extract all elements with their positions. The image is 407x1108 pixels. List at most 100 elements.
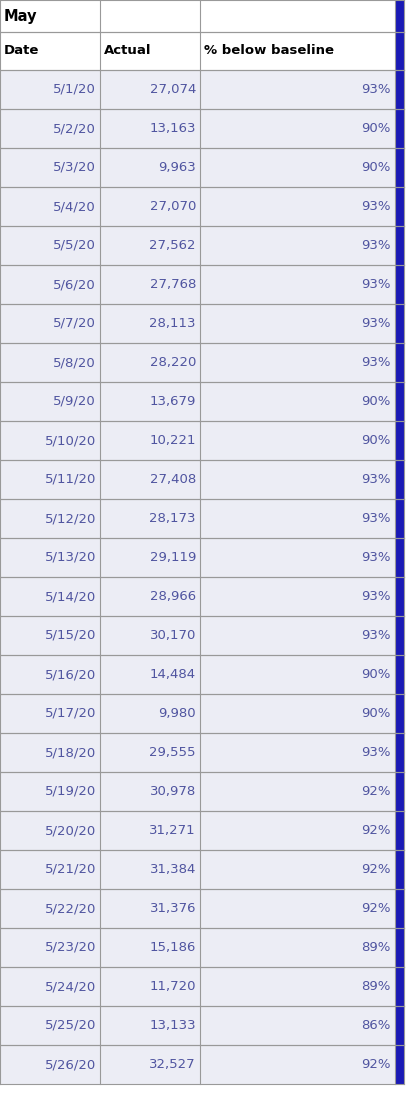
- Bar: [395, 187, 404, 226]
- Text: 27,070: 27,070: [150, 201, 196, 213]
- Bar: [395, 421, 404, 460]
- Bar: [395, 460, 404, 499]
- Text: 27,408: 27,408: [150, 473, 196, 486]
- Bar: [0, 70, 395, 109]
- Text: 93%: 93%: [361, 746, 391, 759]
- Text: 27,768: 27,768: [150, 278, 196, 291]
- Bar: [0, 733, 395, 772]
- Bar: [395, 148, 404, 187]
- Text: 90%: 90%: [362, 434, 391, 447]
- Text: 93%: 93%: [361, 356, 391, 369]
- Bar: [0, 538, 395, 577]
- Text: 28,220: 28,220: [150, 356, 196, 369]
- Bar: [395, 265, 404, 304]
- Text: 93%: 93%: [361, 629, 391, 642]
- Text: 93%: 93%: [361, 239, 391, 252]
- Bar: [0, 850, 395, 889]
- Text: 5/26/20: 5/26/20: [45, 1058, 96, 1071]
- Bar: [0, 187, 395, 226]
- Text: 93%: 93%: [361, 317, 391, 330]
- Text: 92%: 92%: [361, 863, 391, 876]
- Bar: [0, 382, 395, 421]
- Bar: [0, 1045, 395, 1084]
- Text: 93%: 93%: [361, 551, 391, 564]
- Text: 5/25/20: 5/25/20: [45, 1019, 96, 1032]
- Bar: [395, 694, 404, 733]
- Text: 93%: 93%: [361, 512, 391, 525]
- Bar: [0, 148, 395, 187]
- Bar: [0, 889, 395, 929]
- Text: 15,186: 15,186: [150, 941, 196, 954]
- Bar: [395, 889, 404, 929]
- Text: May: May: [4, 9, 37, 23]
- Bar: [0, 32, 395, 70]
- Text: 28,966: 28,966: [150, 589, 196, 603]
- Text: 93%: 93%: [361, 83, 391, 96]
- Bar: [0, 421, 395, 460]
- Bar: [0, 304, 395, 343]
- Text: 89%: 89%: [362, 941, 391, 954]
- Text: 5/9/20: 5/9/20: [53, 394, 96, 408]
- Text: 30,978: 30,978: [150, 784, 196, 798]
- Bar: [0, 226, 395, 265]
- Bar: [0, 109, 395, 148]
- Text: 27,074: 27,074: [150, 83, 196, 96]
- Text: 5/17/20: 5/17/20: [45, 707, 96, 720]
- Text: 90%: 90%: [362, 394, 391, 408]
- Bar: [395, 343, 404, 382]
- Text: 5/5/20: 5/5/20: [53, 239, 96, 252]
- Text: 90%: 90%: [362, 122, 391, 135]
- Text: 28,113: 28,113: [149, 317, 196, 330]
- Bar: [395, 1006, 404, 1045]
- Text: 5/4/20: 5/4/20: [53, 201, 96, 213]
- Bar: [0, 0, 395, 32]
- Bar: [395, 1045, 404, 1084]
- Bar: [0, 811, 395, 850]
- Text: 31,376: 31,376: [149, 902, 196, 915]
- Bar: [395, 772, 404, 811]
- Text: 13,133: 13,133: [149, 1019, 196, 1032]
- Bar: [0, 616, 395, 655]
- Bar: [395, 811, 404, 850]
- Text: 89%: 89%: [362, 979, 391, 993]
- Bar: [0, 460, 395, 499]
- Text: 31,271: 31,271: [149, 824, 196, 837]
- Text: 27,562: 27,562: [149, 239, 196, 252]
- Text: 5/19/20: 5/19/20: [45, 784, 96, 798]
- Text: 93%: 93%: [361, 278, 391, 291]
- Bar: [395, 382, 404, 421]
- Text: 5/23/20: 5/23/20: [45, 941, 96, 954]
- Bar: [395, 0, 404, 32]
- Bar: [0, 694, 395, 733]
- Text: 5/16/20: 5/16/20: [45, 668, 96, 681]
- Text: 31,384: 31,384: [150, 863, 196, 876]
- Bar: [395, 850, 404, 889]
- Bar: [395, 499, 404, 538]
- Text: 13,679: 13,679: [150, 394, 196, 408]
- Text: 10,221: 10,221: [149, 434, 196, 447]
- Text: 90%: 90%: [362, 161, 391, 174]
- Bar: [0, 265, 395, 304]
- Bar: [395, 304, 404, 343]
- Text: Actual: Actual: [104, 44, 151, 58]
- Text: 32,527: 32,527: [149, 1058, 196, 1071]
- Text: 5/2/20: 5/2/20: [53, 122, 96, 135]
- Text: 28,173: 28,173: [149, 512, 196, 525]
- Bar: [395, 616, 404, 655]
- Text: 5/11/20: 5/11/20: [45, 473, 96, 486]
- Text: 30,170: 30,170: [150, 629, 196, 642]
- Text: 5/24/20: 5/24/20: [45, 979, 96, 993]
- Text: 5/13/20: 5/13/20: [45, 551, 96, 564]
- Bar: [0, 499, 395, 538]
- Bar: [395, 109, 404, 148]
- Text: 5/8/20: 5/8/20: [53, 356, 96, 369]
- Text: 92%: 92%: [361, 902, 391, 915]
- Text: 93%: 93%: [361, 589, 391, 603]
- Text: 5/18/20: 5/18/20: [45, 746, 96, 759]
- Bar: [0, 655, 395, 694]
- Text: 92%: 92%: [361, 784, 391, 798]
- Bar: [395, 655, 404, 694]
- Bar: [0, 577, 395, 616]
- Text: 5/1/20: 5/1/20: [53, 83, 96, 96]
- Text: 13,163: 13,163: [149, 122, 196, 135]
